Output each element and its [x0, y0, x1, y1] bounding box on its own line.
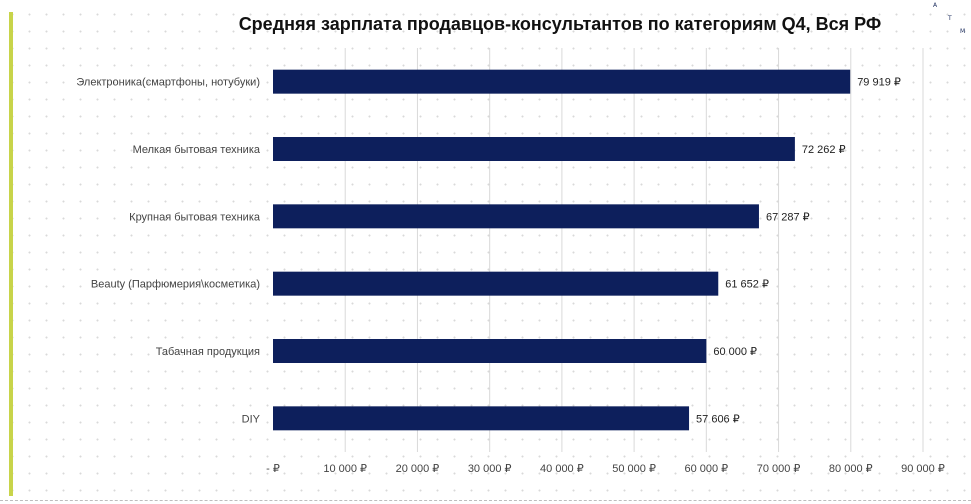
bar [273, 69, 851, 94]
x-tick-label: 70 000 ₽ [757, 463, 801, 475]
accent-bar [9, 12, 13, 496]
x-tick-label: 30 000 ₽ [468, 463, 512, 475]
bar [273, 339, 707, 363]
data-label: 60 000 ₽ [713, 346, 757, 358]
x-tick-label: 10 000 ₽ [323, 463, 367, 475]
data-label: 61 652 ₽ [725, 279, 769, 291]
bar [273, 137, 795, 161]
category-label: Beauty (Парфюмерия\косметика) [91, 279, 260, 291]
logo-letter-t: T [948, 15, 952, 22]
x-tick-label: 50 000 ₽ [612, 463, 656, 475]
data-label: 57 606 ₽ [696, 413, 740, 425]
x-tick-label: - ₽ [266, 463, 280, 475]
x-tick-label: 40 000 ₽ [540, 463, 584, 475]
category-label: Электроника(смартфоны, нотубуки) [76, 77, 260, 89]
data-label: 72 262 ₽ [802, 144, 846, 156]
chart-title: Средняя зарплата продавцов-консультантов… [238, 14, 882, 34]
category-label: DIY [242, 413, 261, 425]
bottom-border [0, 500, 971, 501]
x-tick-label: 80 000 ₽ [829, 463, 873, 475]
logo-letter-a: A [933, 2, 938, 9]
x-tick-label: 20 000 ₽ [396, 463, 440, 475]
bar [273, 406, 690, 431]
x-tick-label: 60 000 ₽ [684, 463, 728, 475]
category-label: Мелкая бытовая техника [133, 144, 261, 156]
category-label: Крупная бытовая техника [129, 211, 261, 223]
category-label: Табачная продукция [156, 346, 260, 358]
bar [273, 271, 719, 296]
data-label: 67 287 ₽ [766, 211, 810, 223]
x-tick-label: 90 000 ₽ [901, 463, 945, 475]
logo-letter-m: M [960, 28, 966, 35]
company-logo: A T M [930, 2, 970, 36]
bar [273, 204, 759, 229]
data-label: 79 919 ₽ [857, 77, 901, 89]
